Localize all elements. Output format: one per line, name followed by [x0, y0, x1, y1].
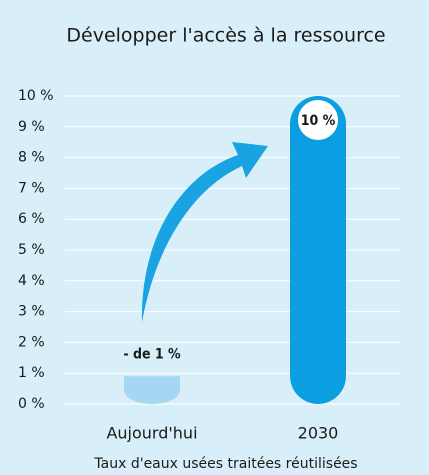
arrow	[141, 142, 268, 322]
y-tick-label: 3 %	[18, 304, 45, 320]
value-label: 10 %	[301, 113, 336, 129]
y-tick-label: 9 %	[18, 119, 45, 135]
y-tick-label: 2 %	[18, 334, 45, 350]
bar	[124, 376, 180, 404]
x-tick-label: 2030	[298, 424, 339, 443]
y-tick-label: 7 %	[18, 180, 45, 196]
y-tick-label: 1 %	[18, 365, 45, 381]
x-axis-label: Taux d'eaux usées traitées réutilisées	[93, 456, 357, 472]
chart-title: Développer l'accès à la ressource	[66, 25, 385, 47]
y-tick-label: 6 %	[18, 211, 45, 227]
bars: - de 1 % 10 %	[123, 96, 346, 404]
value-badge	[296, 98, 340, 142]
y-tick-label: 8 %	[18, 150, 45, 166]
y-tick-label: 10 %	[18, 88, 54, 104]
y-tick-label: 0 %	[18, 396, 45, 412]
y-tick-label: 5 %	[18, 242, 45, 258]
bar	[290, 96, 346, 404]
value-label: - de 1 %	[123, 346, 181, 362]
x-tick-label: Aujourd'hui	[106, 424, 197, 443]
y-tick-label: 4 %	[18, 273, 45, 289]
